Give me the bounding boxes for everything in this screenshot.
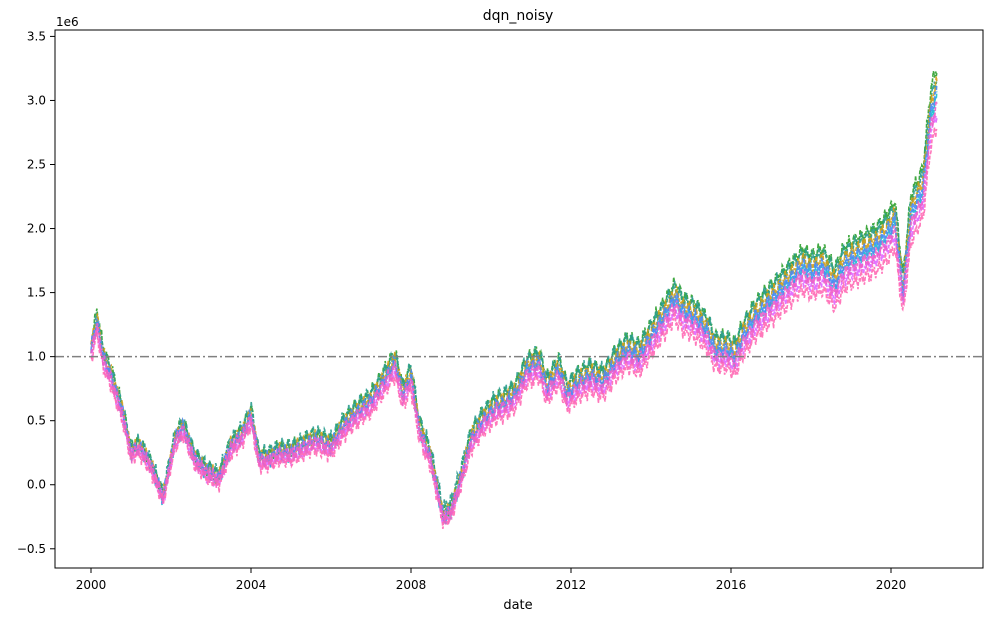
x-tick-label: 2000 bbox=[76, 578, 107, 592]
y-tick-label: 2.0 bbox=[27, 222, 46, 236]
x-tick-label: 2004 bbox=[236, 578, 267, 592]
y-tick-label: 1.0 bbox=[27, 350, 46, 364]
x-axis: 2000 2004 2008 2012 2016 2020 bbox=[76, 568, 907, 592]
series-line-2 bbox=[90, 91, 938, 525]
y-tick-label: 0.5 bbox=[27, 414, 46, 428]
series-line-1 bbox=[90, 71, 938, 519]
y-axis: −0.5 0.0 0.5 1.0 1.5 2.0 2.5 3.0 3.5 bbox=[17, 29, 55, 556]
chart-title: dqn_noisy bbox=[483, 8, 554, 24]
y-tick-label: 3.5 bbox=[27, 29, 46, 43]
series-layer bbox=[90, 71, 938, 529]
x-tick-label: 2008 bbox=[396, 578, 427, 592]
x-tick-label: 2012 bbox=[556, 578, 587, 592]
y-tick-label: 3.0 bbox=[27, 93, 46, 107]
x-tick-label: 2020 bbox=[876, 578, 907, 592]
y-tick-label: 1.5 bbox=[27, 286, 46, 300]
series-line-6 bbox=[90, 84, 938, 524]
series-line-8 bbox=[90, 100, 938, 526]
y-tick-label: 0.0 bbox=[27, 478, 46, 492]
y-tick-label: 2.5 bbox=[27, 158, 46, 172]
x-tick-label: 2016 bbox=[716, 578, 747, 592]
series-line-7 bbox=[90, 127, 938, 529]
y-offset-label: 1e6 bbox=[56, 15, 79, 29]
series-line-5 bbox=[90, 114, 938, 524]
x-axis-label: date bbox=[503, 598, 532, 613]
y-tick-label: −0.5 bbox=[17, 542, 46, 556]
plot-frame bbox=[54, 29, 984, 569]
